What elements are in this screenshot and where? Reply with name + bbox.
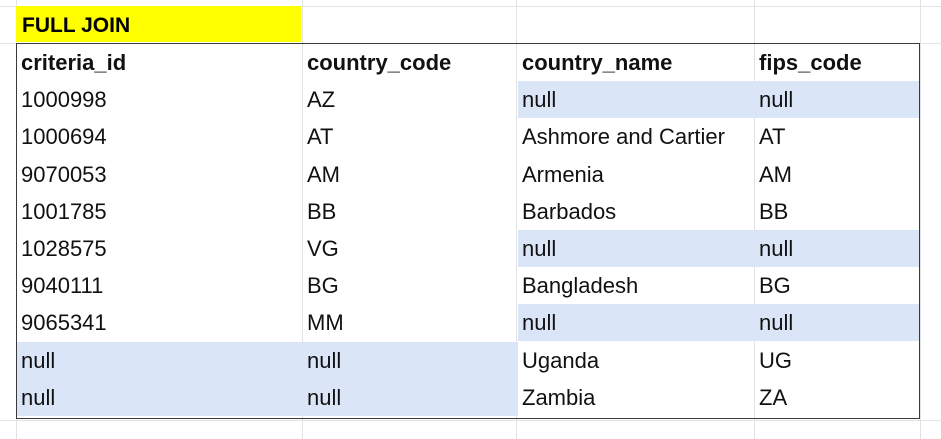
cell-country-name[interactable]: Uganda: [522, 347, 600, 373]
table-row: 1000694 AT Ashmore and Cartier AT: [17, 118, 919, 155]
cell-fips-code[interactable]: null: [755, 304, 919, 342]
cell-country-name[interactable]: Zambia: [522, 384, 596, 410]
cell-fips-code[interactable]: ZA: [759, 384, 788, 410]
grid-column-line: [754, 0, 755, 439]
cell-country-code[interactable]: AZ: [307, 87, 336, 113]
grid-column-line: [302, 0, 303, 439]
grid-column-line: [516, 0, 517, 439]
table-row: 1028575 VG null null: [17, 230, 919, 267]
cell-country-name[interactable]: null: [518, 304, 755, 342]
table-row: 9040111 BG Bangladesh BG: [17, 267, 919, 304]
cell-criteria-id[interactable]: 1000998: [21, 87, 107, 113]
header-country-code[interactable]: country_code: [307, 50, 452, 75]
header-criteria-id[interactable]: criteria_id: [21, 50, 127, 75]
cell-criteria-id[interactable]: 9070053: [21, 161, 107, 187]
cell-fips-code[interactable]: BG: [759, 273, 791, 299]
cell-country-code[interactable]: null: [303, 378, 518, 416]
cell-criteria-id[interactable]: 1028575: [21, 236, 107, 261]
grid-column-line: [920, 0, 921, 439]
cell-country-code[interactable]: VG: [307, 236, 339, 261]
cell-country-name[interactable]: Armenia: [522, 161, 604, 187]
grid-row-line: [0, 420, 941, 421]
table-row: 1000998 AZ null null: [17, 81, 919, 119]
table-row: null null Zambia ZA: [17, 378, 919, 416]
cell-criteria-id[interactable]: 1000694: [21, 124, 107, 150]
cell-country-code[interactable]: null: [303, 341, 518, 379]
table-row: null null Uganda UG: [17, 341, 919, 379]
header-country-name[interactable]: country_name: [522, 50, 673, 75]
cell-country-name[interactable]: null: [518, 230, 755, 267]
sheet-title-cell[interactable]: FULL JOIN: [16, 6, 301, 42]
cell-criteria-id[interactable]: 9065341: [21, 310, 107, 336]
table-row: 9070053 AM Armenia AM: [17, 156, 919, 193]
cell-fips-code[interactable]: AM: [759, 161, 792, 187]
table-row: 1001785 BB Barbados BB: [17, 193, 919, 230]
cell-fips-code[interactable]: UG: [759, 347, 792, 373]
table-header-row: criteria_id country_code country_name fi…: [17, 44, 919, 81]
cell-country-code[interactable]: BB: [307, 198, 337, 224]
cell-country-name[interactable]: Ashmore and Cartier: [522, 124, 725, 150]
cell-country-name[interactable]: Barbados: [522, 198, 617, 224]
table-row: 9065341 MM null null: [17, 304, 919, 342]
cell-fips-code[interactable]: AT: [759, 124, 786, 150]
cell-country-code[interactable]: AM: [307, 161, 340, 187]
cell-criteria-id[interactable]: 1001785: [21, 198, 107, 224]
grid-row-line: [0, 6, 941, 7]
cell-country-code[interactable]: BG: [307, 273, 339, 299]
join-result-table: criteria_id country_code country_name fi…: [16, 43, 920, 419]
header-fips-code[interactable]: fips_code: [759, 50, 862, 75]
cell-criteria-id[interactable]: 9040111: [21, 273, 104, 299]
cell-fips-code[interactable]: null: [755, 81, 919, 119]
cell-fips-code[interactable]: null: [755, 230, 919, 267]
cell-country-name[interactable]: null: [518, 81, 755, 119]
cell-fips-code[interactable]: BB: [759, 198, 789, 224]
cell-criteria-id[interactable]: null: [17, 341, 303, 379]
cell-country-code[interactable]: AT: [307, 124, 334, 150]
cell-country-code[interactable]: MM: [307, 310, 344, 336]
cell-country-name[interactable]: Bangladesh: [522, 273, 639, 299]
cell-criteria-id[interactable]: null: [17, 378, 303, 416]
